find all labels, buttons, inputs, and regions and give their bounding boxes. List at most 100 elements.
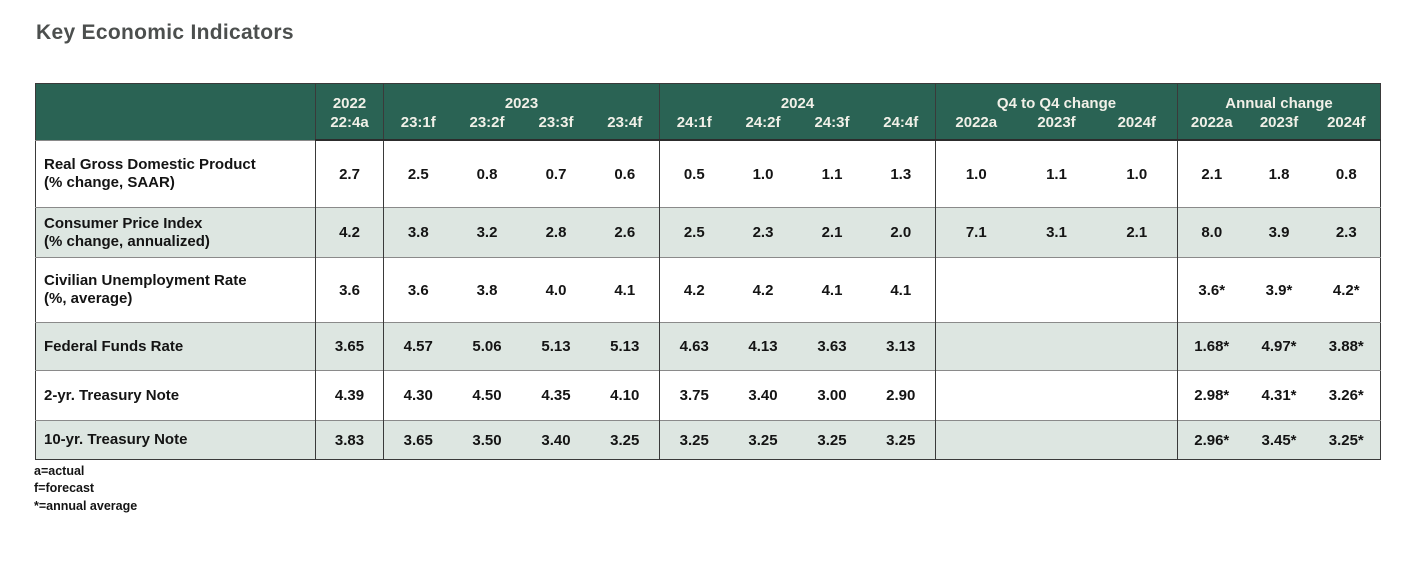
subheader-q4-2024f: 2024f bbox=[1096, 113, 1178, 141]
indicator-name: Real Gross Domestic Product bbox=[44, 155, 256, 173]
table-row-cpi: Consumer Price Index (% change, annualiz… bbox=[35, 207, 1381, 258]
value-cell: 5.13 bbox=[590, 322, 660, 371]
value-cell: 3.25 bbox=[797, 420, 867, 460]
value-cell: 0.8 bbox=[1312, 139, 1381, 208]
subheader-24-3f: 24:3f bbox=[797, 113, 867, 141]
footnote-actual: a=actual bbox=[34, 464, 85, 478]
q4-change-empty-cell bbox=[934, 370, 1178, 421]
value-cell: 5.06 bbox=[452, 322, 522, 371]
subheader-22-4a: 22:4a bbox=[315, 113, 384, 141]
value-cell: 1.1 bbox=[1016, 139, 1097, 208]
header-group-row: 2022 2023 2024 Q4 to Q4 change Annual ch… bbox=[35, 83, 1381, 140]
subheader-q4-2022a: 2022a bbox=[935, 113, 1017, 141]
value-cell: 4.35 bbox=[521, 370, 591, 421]
subheader-annual-2024f: 2024f bbox=[1312, 113, 1381, 141]
value-cell: 3.50 bbox=[452, 420, 522, 460]
value-cell: 4.1 bbox=[590, 257, 660, 323]
value-cell: 0.5 bbox=[659, 139, 729, 208]
value-cell: 1.3 bbox=[866, 139, 936, 208]
value-cell: 2.6 bbox=[590, 207, 660, 258]
value-cell: 1.8 bbox=[1245, 139, 1313, 208]
value-cell: 4.57 bbox=[383, 322, 453, 371]
row-label-cell: Federal Funds Rate bbox=[35, 322, 316, 371]
table-row-10yr-treasury: 10-yr. Treasury Note 3.83 3.65 3.50 3.40… bbox=[35, 420, 1381, 460]
value-cell: 3.25 bbox=[866, 420, 936, 460]
value-cell: 2.1 bbox=[1177, 139, 1246, 208]
value-cell: 4.50 bbox=[452, 370, 522, 421]
page-title: Key Economic Indicators bbox=[36, 21, 294, 44]
value-cell: 3.75 bbox=[659, 370, 729, 421]
header-group-annual-change: Annual change bbox=[1177, 83, 1381, 113]
table-row-2yr-treasury: 2-yr. Treasury Note 4.39 4.30 4.50 4.35 … bbox=[35, 370, 1381, 421]
subheader-annual-2022a: 2022a bbox=[1177, 113, 1246, 141]
key-economic-indicators-table: 2022 2023 2024 Q4 to Q4 change Annual ch… bbox=[35, 83, 1382, 460]
value-cell: 4.2 bbox=[659, 257, 729, 323]
corner-cell bbox=[35, 83, 316, 140]
header-group-2024: 2024 bbox=[659, 83, 936, 113]
value-cell: 1.0 bbox=[1096, 139, 1178, 208]
subheader-24-1f: 24:1f bbox=[659, 113, 729, 141]
value-cell: 0.7 bbox=[521, 139, 591, 208]
row-label-cell: 2-yr. Treasury Note bbox=[35, 370, 316, 421]
value-cell: 4.2 bbox=[315, 207, 384, 258]
subheader-23-2f: 23:2f bbox=[452, 113, 522, 141]
value-cell: 2.8 bbox=[521, 207, 591, 258]
indicator-sublabel: (% change, annualized) bbox=[44, 232, 210, 250]
value-cell: 1.0 bbox=[935, 139, 1017, 208]
value-cell: 3.25 bbox=[590, 420, 660, 460]
value-cell: 3.9 bbox=[1245, 207, 1313, 258]
value-cell: 2.3 bbox=[728, 207, 798, 258]
footnote-annual-average: *=annual average bbox=[34, 498, 138, 513]
row-label-cell: Civilian Unemployment Rate (%, average) bbox=[35, 257, 316, 323]
value-cell: 2.0 bbox=[866, 207, 936, 258]
subheader-annual-2023f: 2023f bbox=[1245, 113, 1313, 141]
value-cell: 4.63 bbox=[659, 322, 729, 371]
value-cell: 3.65 bbox=[315, 322, 384, 371]
value-cell: 4.39 bbox=[315, 370, 384, 421]
subheader-24-2f: 24:2f bbox=[728, 113, 798, 141]
value-cell: 3.00 bbox=[797, 370, 867, 421]
value-cell: 3.40 bbox=[728, 370, 798, 421]
value-cell: 4.13 bbox=[728, 322, 798, 371]
value-cell: 2.1 bbox=[1096, 207, 1178, 258]
value-cell: 2.96* bbox=[1177, 420, 1246, 460]
value-cell: 3.40 bbox=[521, 420, 591, 460]
table-row-real-gdp: Real Gross Domestic Product (% change, S… bbox=[35, 139, 1381, 208]
indicator-name: Federal Funds Rate bbox=[44, 337, 184, 355]
value-cell: 3.63 bbox=[797, 322, 867, 371]
value-cell: 2.5 bbox=[383, 139, 453, 208]
value-cell: 2.1 bbox=[797, 207, 867, 258]
subheader-q4-2023f: 2023f bbox=[1016, 113, 1097, 141]
q4-change-empty-cell bbox=[934, 322, 1178, 371]
footnote-forecast: f=forecast bbox=[34, 481, 95, 496]
value-cell: 4.2 bbox=[728, 257, 798, 323]
value-cell: 5.13 bbox=[521, 322, 591, 371]
value-cell: 2.5 bbox=[659, 207, 729, 258]
value-cell: 1.1 bbox=[797, 139, 867, 208]
value-cell: 3.26* bbox=[1312, 370, 1381, 421]
value-cell: 3.65 bbox=[383, 420, 453, 460]
table-header: 2022 2023 2024 Q4 to Q4 change Annual ch… bbox=[35, 83, 1381, 141]
table-body: Real Gross Domestic Product (% change, S… bbox=[35, 139, 1381, 460]
value-cell: 7.1 bbox=[935, 207, 1017, 258]
subheader-24-4f: 24:4f bbox=[866, 113, 936, 141]
header-group-q4-to-q4-change: Q4 to Q4 change bbox=[934, 83, 1178, 113]
value-cell: 0.8 bbox=[452, 139, 522, 208]
indicator-sublabel: (% change, SAAR) bbox=[44, 173, 175, 191]
value-cell: 2.98* bbox=[1177, 370, 1246, 421]
value-cell: 4.30 bbox=[383, 370, 453, 421]
value-cell: 3.45* bbox=[1245, 420, 1313, 460]
value-cell: 8.0 bbox=[1177, 207, 1246, 258]
value-cell: 3.9* bbox=[1245, 257, 1313, 323]
value-cell: 3.8 bbox=[383, 207, 453, 258]
value-cell: 4.2* bbox=[1312, 257, 1381, 323]
page: Key Economic Indicators 2022 2023 2024 Q… bbox=[0, 20, 1406, 515]
table-row-unemployment: Civilian Unemployment Rate (%, average) … bbox=[35, 257, 1381, 323]
value-cell: 1.68* bbox=[1177, 322, 1246, 371]
value-cell: 2.90 bbox=[866, 370, 936, 421]
value-cell: 2.7 bbox=[315, 139, 384, 208]
table-row-federal-funds-rate: Federal Funds Rate 3.65 4.57 5.06 5.13 5… bbox=[35, 322, 1381, 371]
value-cell: 3.8 bbox=[452, 257, 522, 323]
value-cell: 3.25* bbox=[1312, 420, 1381, 460]
value-cell: 4.10 bbox=[590, 370, 660, 421]
